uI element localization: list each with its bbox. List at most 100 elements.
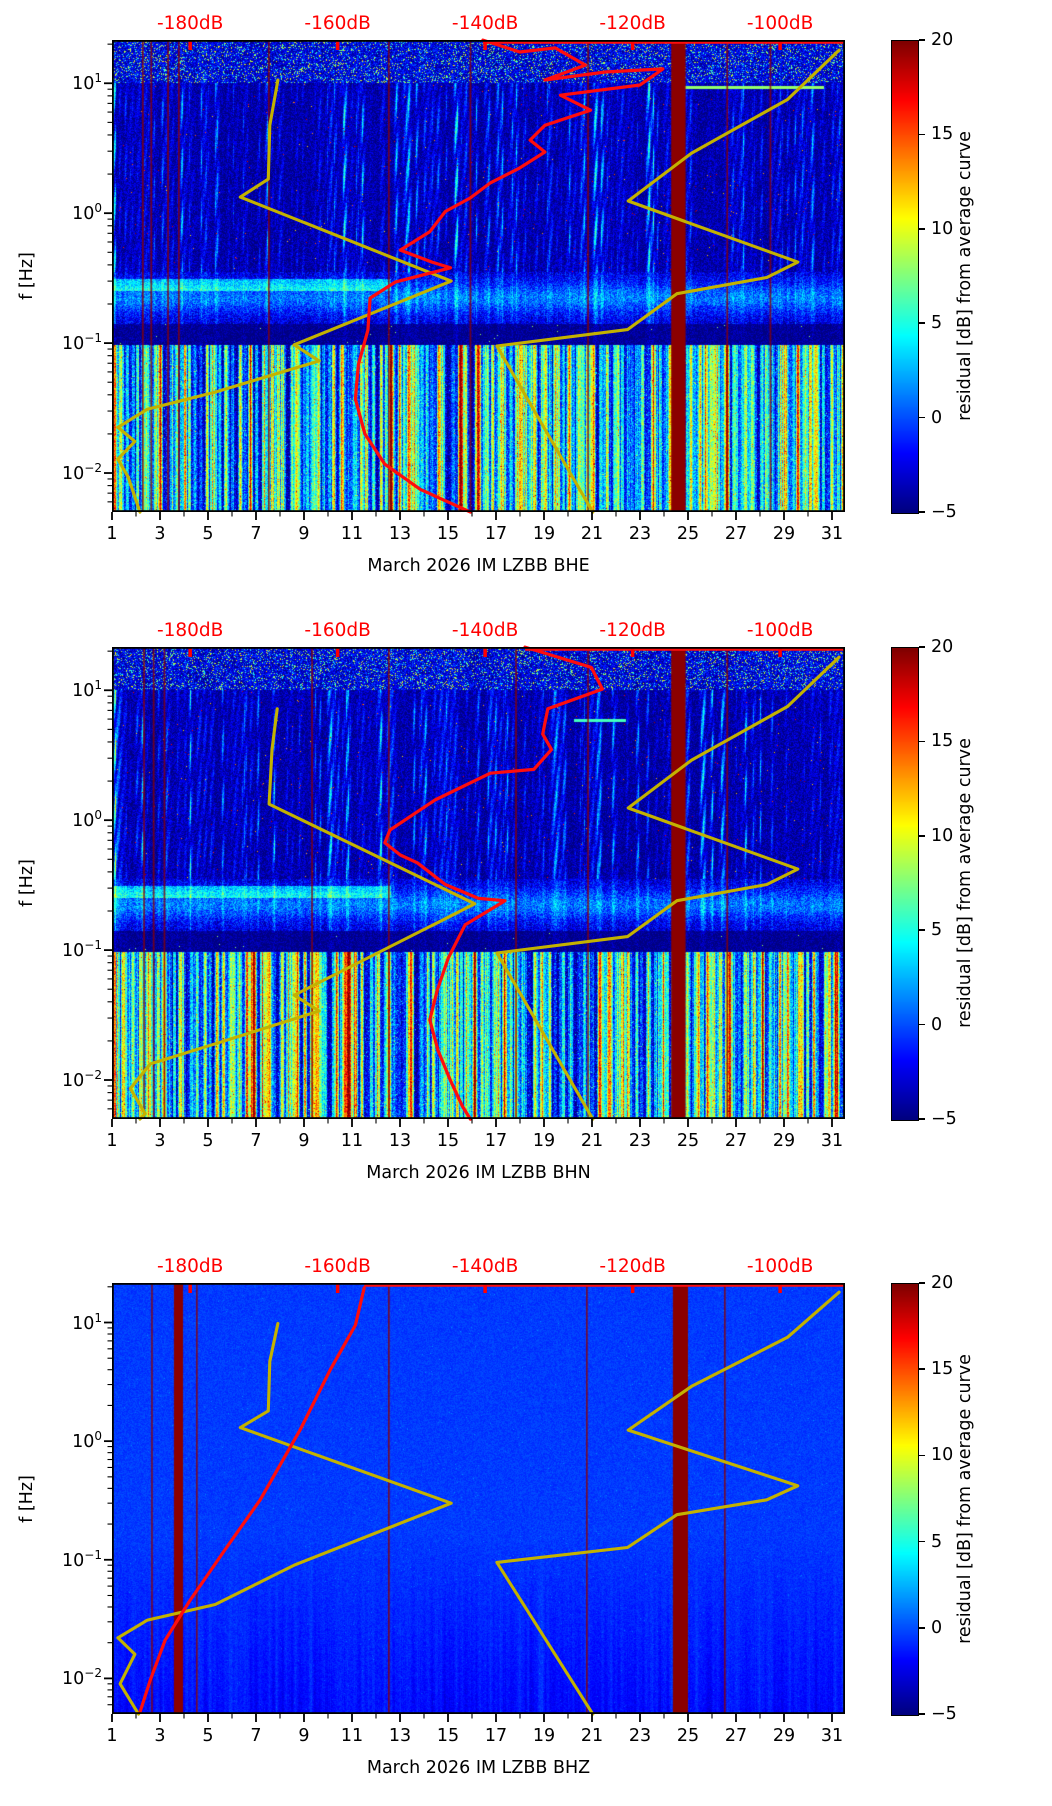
top-axis-label: -100dB <box>746 13 814 34</box>
y-tick-base: 10 <box>62 1070 85 1091</box>
top-axis-label: -120dB <box>599 1256 666 1277</box>
plot-border <box>111 646 846 1120</box>
colorbar-tick-label: 20 <box>931 29 954 50</box>
x-tick-label: 19 <box>532 524 556 544</box>
y-tick-label: 101 <box>50 72 102 94</box>
y-tick-label: 100 <box>50 1430 102 1452</box>
y-tick-exponent: 1 <box>94 1310 102 1325</box>
x-tick-label: 7 <box>250 1131 262 1151</box>
y-tick-label: 10−2 <box>50 462 102 484</box>
x-axis-label-bhn: March 2026 IM LZBB BHN <box>366 1163 591 1183</box>
y-tick-exponent: 0 <box>94 808 102 823</box>
colorbar-bhz <box>891 1283 919 1716</box>
x-tick-label: 9 <box>298 1131 310 1151</box>
plot-border <box>111 39 846 513</box>
y-tick-exponent: 0 <box>94 1429 102 1444</box>
colorbar-tick <box>919 835 925 837</box>
x-tick-label: 17 <box>484 524 508 544</box>
colorbar-tick-label: −5 <box>931 1108 957 1129</box>
plot-overlay-bhz <box>104 1282 846 1722</box>
x-tick-label: 21 <box>580 1131 604 1151</box>
colorbar-tick <box>919 511 925 513</box>
x-tick-label: 7 <box>250 1726 262 1746</box>
y-tick-label: 10−1 <box>50 1549 102 1571</box>
top-axis-label: -180dB <box>156 620 224 641</box>
y-tick-exponent: 1 <box>94 71 102 86</box>
x-tick-label: 15 <box>436 1726 460 1746</box>
high-noise-model-curve <box>495 48 841 514</box>
y-tick-exponent: 0 <box>94 201 102 216</box>
y-tick-base: 10 <box>62 463 85 484</box>
x-tick-label: 13 <box>388 524 412 544</box>
colorbar-tick <box>919 1627 925 1629</box>
x-tick-label: 9 <box>298 1726 310 1746</box>
y-tick-label: 100 <box>50 202 102 224</box>
colorbar-tick <box>919 1454 925 1457</box>
x-tick-label: 3 <box>154 524 166 544</box>
spectrogram-bhz <box>112 1283 845 1714</box>
y-tick-exponent: −2 <box>84 1666 102 1681</box>
colorbar-tick-label: −5 <box>931 1703 957 1724</box>
spectrogram-bhn <box>112 647 845 1119</box>
top-axis-label: -120dB <box>599 13 666 34</box>
colorbar-tick <box>919 929 925 932</box>
y-tick-label: 101 <box>50 1312 102 1334</box>
x-tick-label: 5 <box>202 524 214 544</box>
x-tick-label: 25 <box>676 1726 700 1746</box>
colorbar-tick <box>919 322 925 325</box>
x-tick-label: 21 <box>580 1726 604 1746</box>
colorbar-tick <box>919 1713 925 1715</box>
x-tick-label: 23 <box>628 1726 652 1746</box>
x-tick-label: 21 <box>580 524 604 544</box>
colorbar-tick-label: 5 <box>931 313 943 334</box>
colorbar-bhe <box>891 40 919 514</box>
colorbar-tick <box>919 133 925 136</box>
red-psd-curve <box>353 38 665 514</box>
x-axis-label-bhe: March 2026 IM LZBB BHE <box>367 556 590 576</box>
colorbar-tick-label: 15 <box>931 124 954 145</box>
x-tick-label: 1 <box>106 524 118 544</box>
colorbar-tick-label: 5 <box>931 920 943 941</box>
y-tick-label: 10−1 <box>50 939 102 961</box>
y-tick-exponent: 1 <box>94 678 102 693</box>
x-tick-label: 31 <box>820 1726 844 1746</box>
x-tick-label: 13 <box>388 1726 412 1746</box>
x-tick-label: 5 <box>202 1726 214 1746</box>
top-axis-label: -140dB <box>451 620 519 641</box>
low-noise-model-curve <box>128 707 477 1121</box>
high-noise-model-curve <box>495 655 841 1121</box>
x-tick-label: 27 <box>724 524 748 544</box>
x-tick-label: 9 <box>298 524 310 544</box>
x-tick-label: 13 <box>388 1131 412 1151</box>
x-tick-label: 29 <box>772 1131 796 1151</box>
x-tick-label: 19 <box>532 1131 556 1151</box>
x-tick-label: 23 <box>628 1131 652 1151</box>
colorbar-tick-label: 20 <box>931 636 954 657</box>
colorbar-tick <box>919 228 925 230</box>
y-tick-base: 10 <box>72 681 95 702</box>
x-tick-label: 11 <box>340 1131 364 1151</box>
colorbar-tick-label: 5 <box>931 1531 943 1552</box>
x-tick-label: 11 <box>340 1726 364 1746</box>
y-tick-base: 10 <box>62 1550 85 1571</box>
y-tick-base: 10 <box>72 204 95 224</box>
y-tick-exponent: −2 <box>84 461 102 476</box>
y-tick-base: 10 <box>62 333 85 354</box>
y-tick-base: 10 <box>72 1431 95 1452</box>
x-tick-label: 31 <box>820 1131 844 1151</box>
top-axis-label: -140dB <box>451 13 519 34</box>
colorbar-label-bhz: residual [dB] from average curve <box>954 1353 975 1644</box>
colorbar-tick <box>919 416 925 419</box>
y-tick-base: 10 <box>72 74 95 95</box>
x-tick-label: 15 <box>436 1131 460 1151</box>
colorbar-tick-label: 15 <box>931 731 954 752</box>
colorbar-tick <box>919 39 925 41</box>
colorbar-tick-label: 20 <box>931 1272 954 1293</box>
x-tick-label: 25 <box>676 1131 700 1151</box>
top-axis-label: -180dB <box>156 13 224 34</box>
colorbar-tick-label: 0 <box>931 407 943 428</box>
x-tick-label: 5 <box>202 1131 214 1151</box>
